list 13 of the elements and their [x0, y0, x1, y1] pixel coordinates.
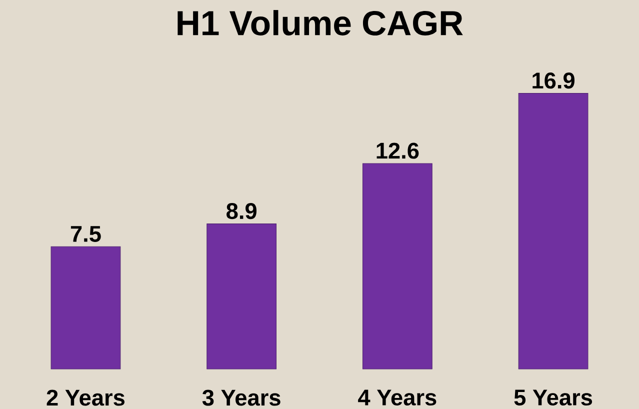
data-label: 7.5 — [70, 226, 101, 242]
x-tick-label: 3 Years — [202, 390, 280, 406]
x-tick-label: 5 Years — [514, 390, 592, 406]
data-label: 8.9 — [226, 203, 256, 220]
bar — [518, 93, 588, 370]
x-tick-label: 4 Years — [358, 390, 436, 406]
x-tick-label: 2 Years — [46, 390, 124, 406]
bar — [362, 163, 432, 370]
chart-title: H1 Volume CAGR — [178, 10, 463, 36]
data-label: 12.6 — [376, 142, 419, 159]
data-label: 16.9 — [532, 72, 574, 89]
bar — [206, 224, 277, 370]
bar — [50, 246, 121, 370]
